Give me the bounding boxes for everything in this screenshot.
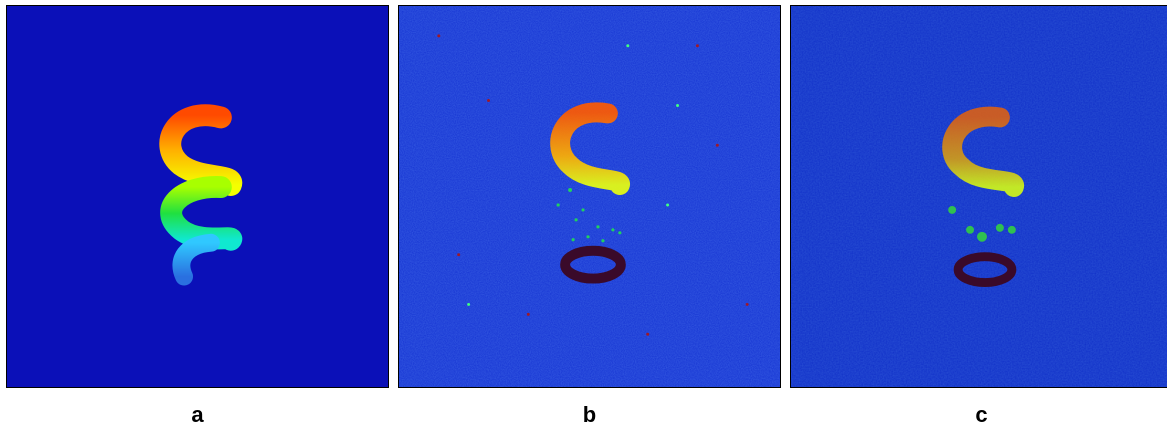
panel-label-a: a xyxy=(191,402,204,427)
panel-c-svg xyxy=(791,6,1167,387)
scattered-green-points xyxy=(556,188,622,243)
panel-b-image xyxy=(398,5,781,388)
panel-a-svg xyxy=(7,6,388,387)
panel-label-c: c xyxy=(975,402,988,427)
panel-c-image xyxy=(790,5,1167,388)
green-noise-points xyxy=(467,44,680,306)
helix-middle-arc xyxy=(160,176,243,251)
dark-ring xyxy=(560,245,626,284)
green-clusters xyxy=(948,205,1016,242)
noise-texture xyxy=(791,6,1167,387)
panel-label-b: b xyxy=(582,402,597,427)
panel-a-image xyxy=(6,5,389,388)
helix-upper-arc xyxy=(550,102,630,196)
dark-ring xyxy=(953,252,1017,288)
red-noise-points xyxy=(437,34,749,336)
panel-b-svg xyxy=(399,6,780,387)
helix-tail xyxy=(172,233,220,286)
noise-texture xyxy=(399,6,780,387)
helix-upper-arc xyxy=(942,106,1024,197)
